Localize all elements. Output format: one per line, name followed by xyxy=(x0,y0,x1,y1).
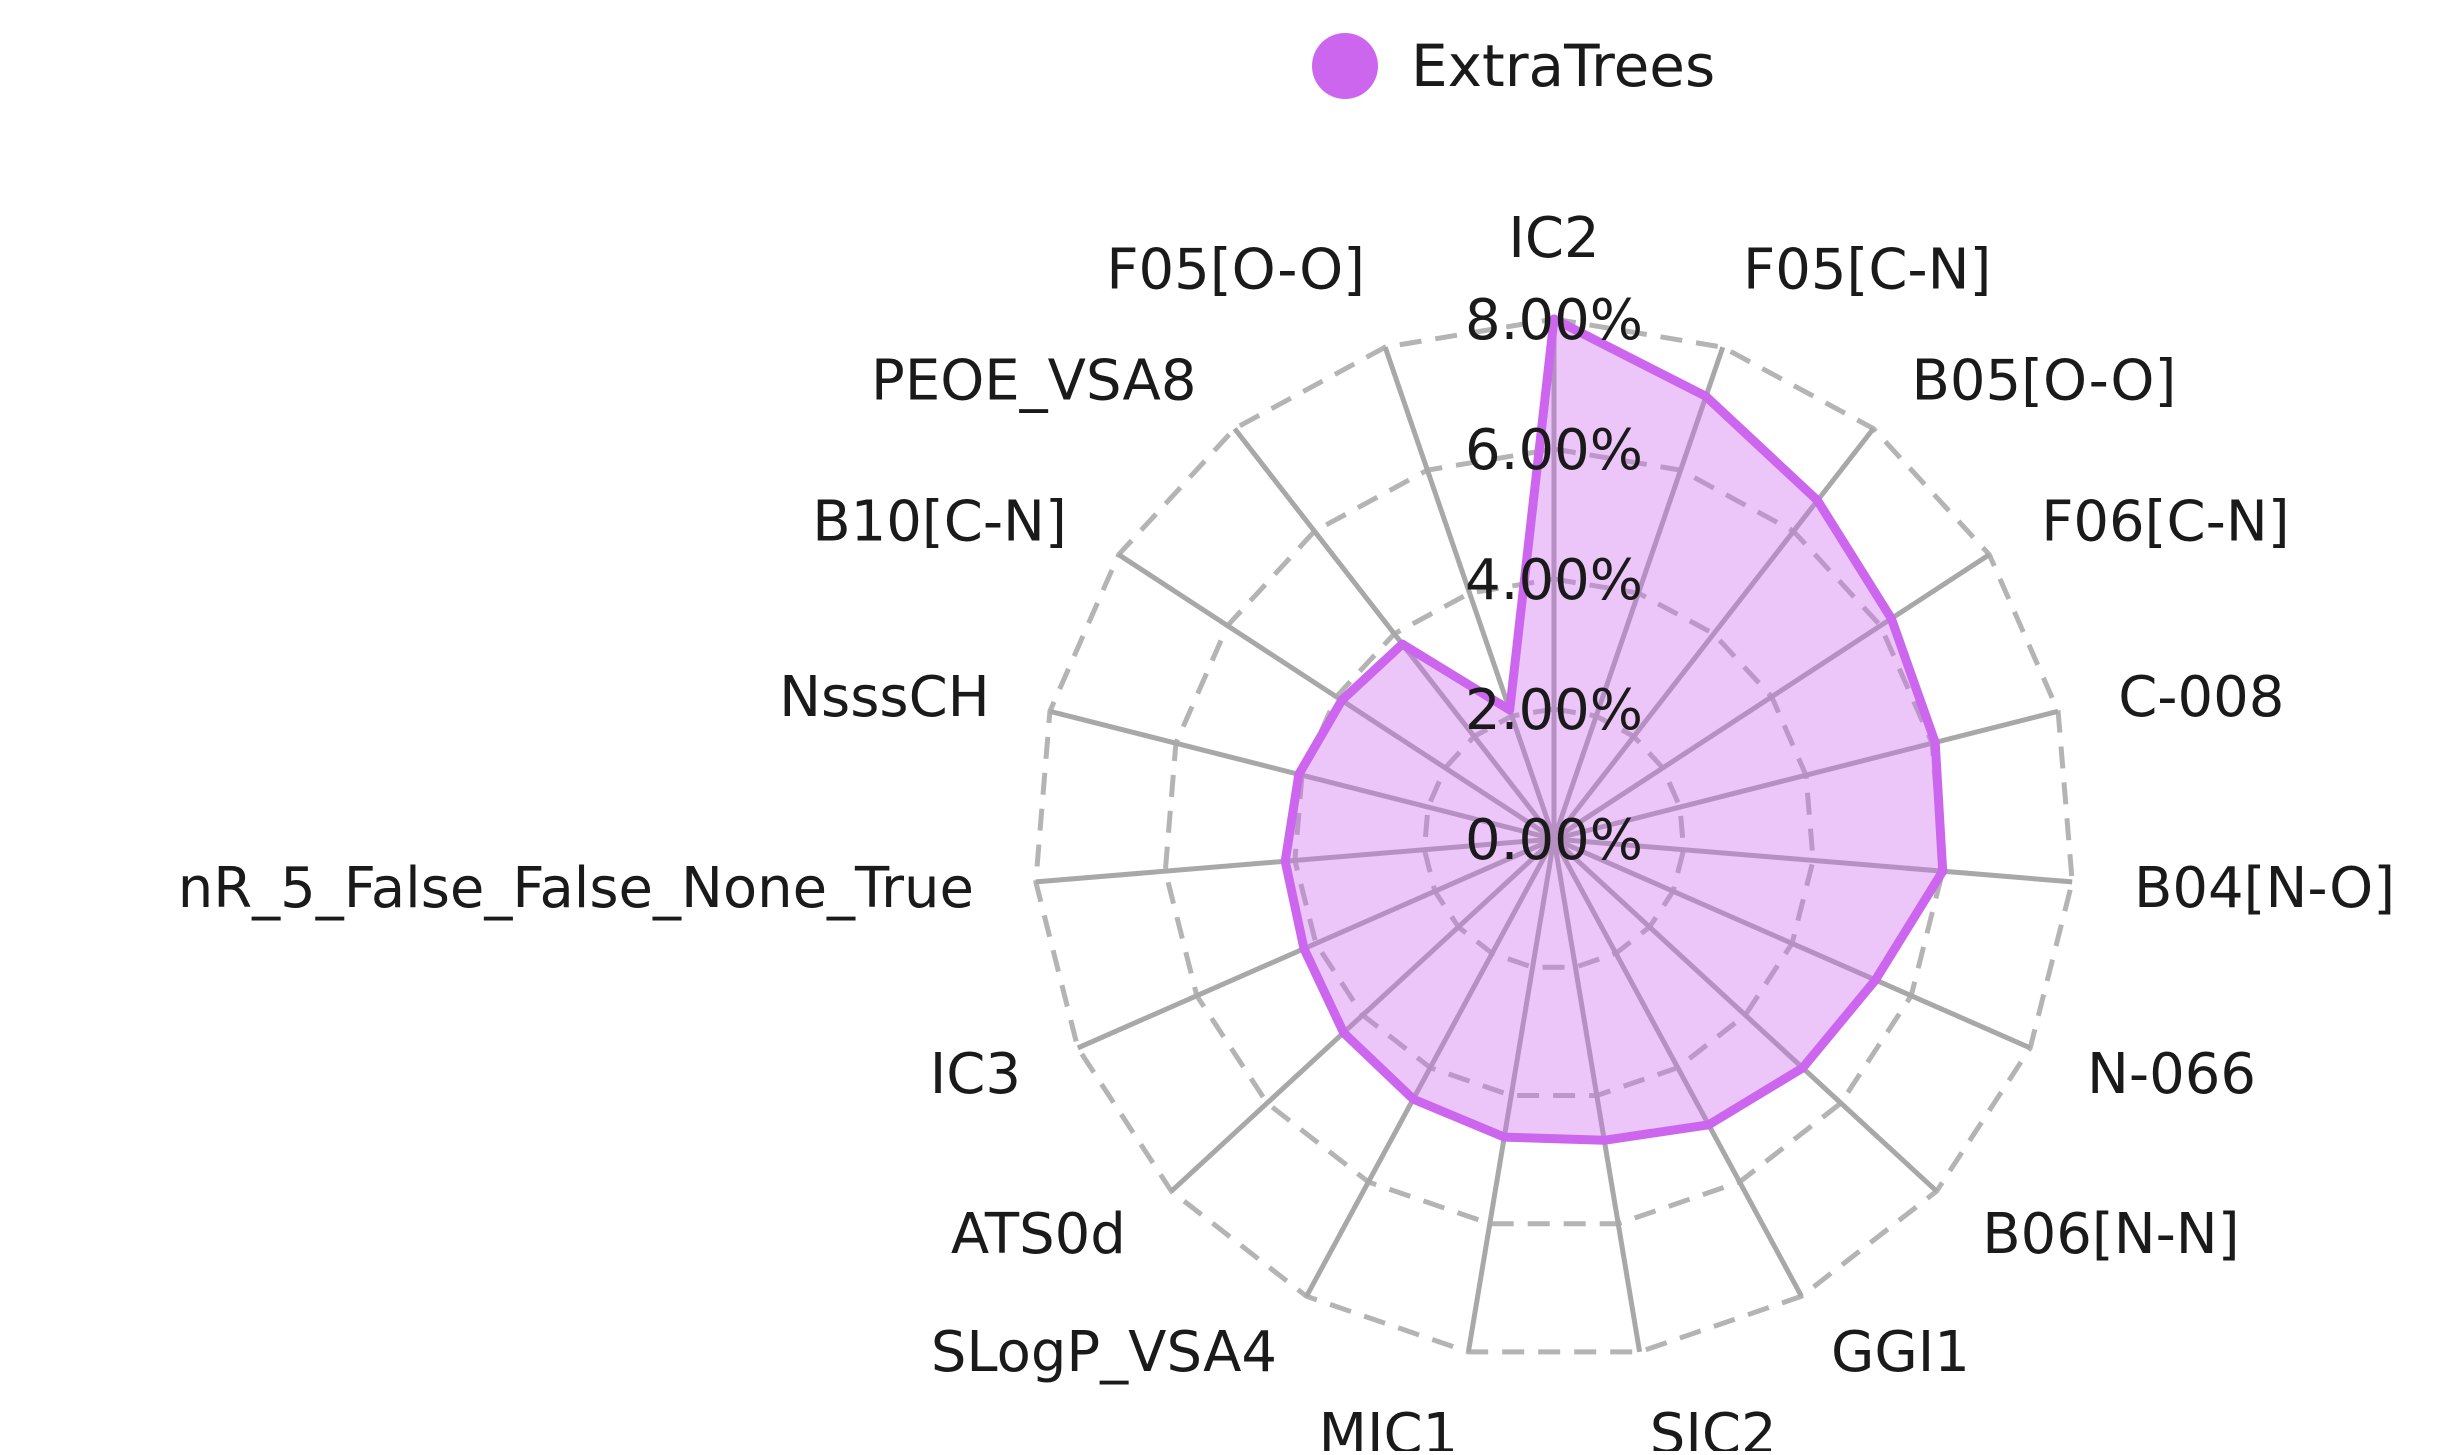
spoke-line xyxy=(1382,346,1557,840)
data-point xyxy=(1499,1132,1509,1142)
category-label: N-066 xyxy=(2087,1042,2256,1107)
spoke-line xyxy=(1552,837,1939,1194)
spoke-line xyxy=(1169,837,1556,1194)
category-label: SIC2 xyxy=(1650,1402,1777,1451)
data-point xyxy=(1599,1135,1609,1145)
legend: ExtraTrees xyxy=(1312,32,1715,100)
legend-marker xyxy=(1312,33,1378,99)
category-label: nR_5_False_False_None_True xyxy=(178,856,974,921)
data-point xyxy=(1813,496,1822,505)
category-label: F06[C-N] xyxy=(2041,490,2289,555)
legend-label: ExtraTrees xyxy=(1411,32,1715,100)
data-point xyxy=(1870,975,1880,985)
category-label: B06[N-N] xyxy=(1982,1202,2239,1267)
spoke-line xyxy=(1232,427,1556,841)
spoke-line xyxy=(1551,346,1726,840)
data-point xyxy=(1701,391,1711,401)
radial-ticks: 0.00% 2.00% 4.00% 6.00% 8.00% xyxy=(1465,288,1643,873)
radial-tick-label: 0.00% xyxy=(1465,808,1643,873)
data-point xyxy=(1294,769,1304,779)
category-label: B10[C-N] xyxy=(812,490,1067,555)
data-point xyxy=(1798,1063,1808,1073)
spoke-line xyxy=(1553,708,2059,842)
radial-tick-label: 6.00% xyxy=(1465,418,1643,483)
category-label: F05[O-O] xyxy=(1106,238,1365,303)
data-point xyxy=(1339,1028,1349,1038)
data-point xyxy=(1886,614,1896,624)
category-label: B05[O-O] xyxy=(1912,349,2177,414)
category-label: PEOE_VSA8 xyxy=(871,349,1196,414)
data-point xyxy=(1549,314,1559,324)
category-label: C-008 xyxy=(2118,665,2284,730)
grid-ring xyxy=(1292,576,1816,1098)
category-label: SLogP_VSA4 xyxy=(931,1320,1277,1385)
data-point xyxy=(1938,866,1948,876)
category-label: MIC1 xyxy=(1319,1402,1459,1451)
category-label: IC2 xyxy=(1508,206,1599,271)
data-point xyxy=(1299,944,1309,954)
spoke-line xyxy=(1551,837,1804,1298)
spoke-line xyxy=(1117,552,1556,842)
data-point xyxy=(1280,856,1290,866)
series-area-0 xyxy=(1280,314,1948,1145)
category-label: B04[N-O] xyxy=(2134,856,2395,921)
data-point xyxy=(1704,1120,1714,1130)
series-layer xyxy=(1280,314,1948,1145)
category-label: NsssCH xyxy=(779,665,990,730)
spoke-line xyxy=(1076,836,1556,1051)
category-labels: IC2 F05[C-N] B05[O-O] F06[C-N] C-008 B04[N-O]… xyxy=(178,206,2395,1455)
data-point xyxy=(1397,639,1407,649)
radial-tick-label: 4.00% xyxy=(1465,548,1643,613)
spoke-line xyxy=(1552,836,2032,1051)
radial-tick-label: 2.00% xyxy=(1465,678,1643,743)
grid-ring xyxy=(1421,706,1687,970)
data-point xyxy=(1930,738,1940,747)
spoke-line xyxy=(1552,552,1991,842)
spoke-line xyxy=(1553,836,2073,885)
grid-ring xyxy=(1033,316,2075,1355)
spoke-line xyxy=(1304,837,1557,1298)
grid xyxy=(1033,316,2075,1355)
category-label: GGI1 xyxy=(1831,1320,1970,1385)
data-point xyxy=(1408,1094,1418,1104)
grid-ring xyxy=(1162,446,1946,1227)
radial-tick-label: 8.00% xyxy=(1465,288,1643,353)
data-point xyxy=(1337,695,1347,705)
spoke-line xyxy=(1035,836,1555,885)
data-point xyxy=(1505,705,1515,715)
spoke-line xyxy=(1465,838,1557,1353)
spoke-line xyxy=(1551,838,1643,1353)
category-label: ATS0d xyxy=(951,1202,1126,1267)
category-label: IC3 xyxy=(930,1042,1021,1107)
category-label: F05[C-N] xyxy=(1743,238,1991,303)
